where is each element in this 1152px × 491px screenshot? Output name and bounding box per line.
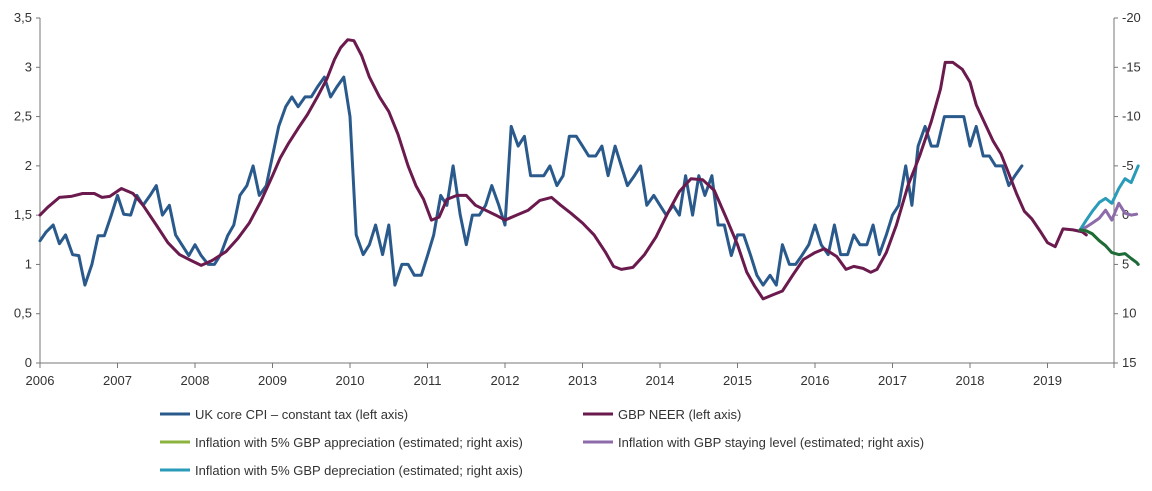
x-tick-label: 2015 [723, 373, 752, 388]
x-tick-label: 2009 [258, 373, 287, 388]
left-tick-label: 3 [25, 59, 32, 74]
x-tick-label: 2006 [26, 373, 55, 388]
legend-item: GBP NEER (left axis) [583, 407, 741, 422]
left-tick-label: 1,5 [14, 207, 32, 222]
legend-label: GBP NEER (left axis) [618, 407, 741, 422]
x-tick-label: 2018 [956, 373, 985, 388]
x-tick-label: 2017 [878, 373, 907, 388]
right-tick-label: 10 [1122, 306, 1136, 321]
right-tick-label: -10 [1122, 109, 1141, 124]
left-tick-label: 2,5 [14, 109, 32, 124]
left-tick-label: 0,5 [14, 306, 32, 321]
legend-label: Inflation with 5% GBP depreciation (esti… [195, 463, 523, 478]
legend-item: UK core CPI – constant tax (left axis) [160, 407, 408, 422]
legend-label: UK core CPI – constant tax (left axis) [195, 407, 408, 422]
series-line-inflation-with-5-gbp-depreciation-estimated-right-axis [1078, 164, 1140, 232]
x-tick-label: 2014 [646, 373, 675, 388]
series-line-gbp-neer-left-axis [38, 38, 1088, 301]
left-tick-label: 2 [25, 158, 32, 173]
legend-item: Inflation with GBP staying level (estima… [583, 435, 924, 450]
right-tick-label: -5 [1122, 158, 1134, 173]
legend: UK core CPI – constant tax (left axis) GB… [160, 407, 924, 478]
x-tick-label: 2008 [181, 373, 210, 388]
right-tick-label: 5 [1122, 256, 1129, 271]
legend-item: Inflation with 5% GBP appreciation (esti… [160, 435, 523, 450]
series-line-uk-core-cpi-constant-tax-left-axis [38, 75, 1024, 287]
series-line-series-5 [1078, 228, 1140, 266]
x-tick-label: 2007 [103, 373, 132, 388]
right-tick-label: 15 [1122, 355, 1136, 370]
x-tick-label: 2010 [336, 373, 365, 388]
legend-label: Inflation with GBP staying level (estima… [618, 435, 924, 450]
series-layer [38, 38, 1140, 301]
right-tick-label: -15 [1122, 59, 1141, 74]
left-tick-label: 1 [25, 256, 32, 271]
left-tick-label: 0 [25, 355, 32, 370]
x-tick-label: 2012 [491, 373, 520, 388]
series-line-inflation-with-gbp-staying-level-estimated-right-axis [1078, 201, 1139, 232]
x-tick-label: 2013 [568, 373, 597, 388]
x-tick-label: 2016 [801, 373, 830, 388]
legend-label: Inflation with 5% GBP appreciation (esti… [195, 435, 523, 450]
left-tick-label: 3,5 [14, 10, 32, 25]
legend-item: Inflation with 5% GBP depreciation (esti… [160, 463, 523, 478]
right-tick-label: -20 [1122, 10, 1141, 25]
x-tick-label: 2011 [414, 373, 442, 388]
x-tick-label: 2019 [1033, 373, 1062, 388]
